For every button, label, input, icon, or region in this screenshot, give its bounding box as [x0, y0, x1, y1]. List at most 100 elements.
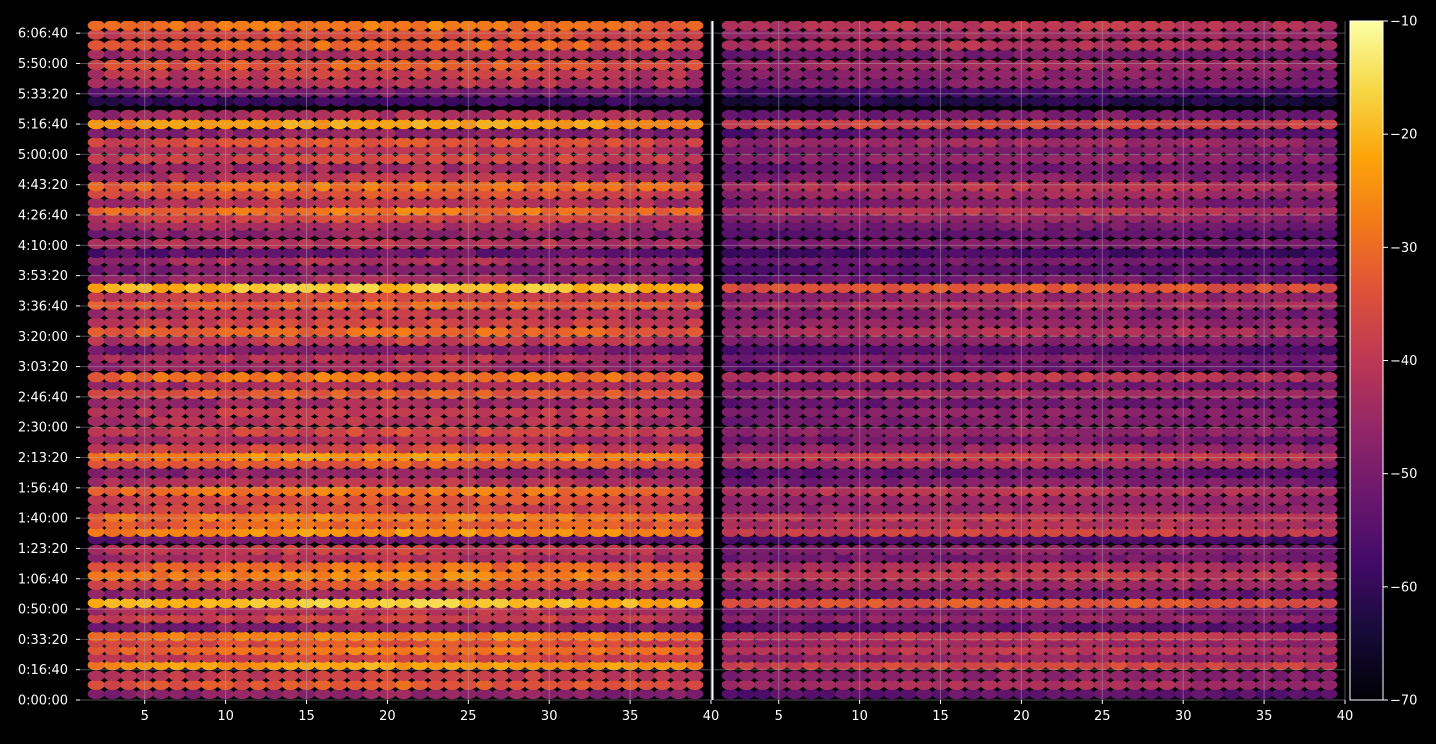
spectrogram-cell	[444, 248, 461, 258]
spectrogram-cell	[1320, 495, 1337, 505]
spectrogram-cell	[249, 427, 266, 437]
spectrogram-cell	[670, 345, 687, 355]
spectrogram-cell	[573, 96, 590, 106]
spectrogram-cell	[444, 20, 461, 30]
spectrogram-cell	[508, 443, 525, 453]
spectrogram-cell	[508, 477, 525, 487]
spectrogram-cell	[1304, 561, 1321, 571]
spectrogram-cell	[1207, 589, 1224, 599]
spectrogram-cell	[201, 631, 218, 641]
spectrogram-cell	[492, 495, 509, 505]
spectrogram-cell	[1272, 239, 1289, 249]
spectrogram-cell	[249, 580, 266, 590]
spectrogram-cell	[819, 468, 836, 478]
spectrogram-cell	[686, 292, 703, 302]
spectrogram-cell	[88, 680, 105, 690]
spectrogram-cell	[1142, 671, 1159, 681]
spectrogram-cell	[282, 443, 299, 453]
spectrogram-cell	[1272, 580, 1289, 590]
spectrogram-cell	[152, 372, 169, 382]
spectrogram-cell	[883, 317, 900, 327]
spectrogram-cell	[916, 327, 933, 337]
spectrogram-cell	[948, 327, 965, 337]
spectrogram-cell	[314, 20, 331, 30]
spectrogram-cell	[981, 477, 998, 487]
spectrogram-cell	[1191, 495, 1208, 505]
spectrogram-cell	[1223, 680, 1240, 690]
spectrogram-cell	[867, 545, 884, 555]
spectrogram-cell	[185, 389, 202, 399]
spectrogram-cell	[492, 689, 509, 699]
spectrogram-cell	[948, 495, 965, 505]
spectrogram-cell	[233, 468, 250, 478]
spectrogram-cell	[524, 416, 541, 426]
spectrogram-cell	[1272, 336, 1289, 346]
spectrogram-cell	[88, 486, 105, 496]
spectrogram-cell	[508, 336, 525, 346]
spectrogram-cell	[363, 96, 380, 106]
spectrogram-cell	[363, 561, 380, 571]
spectrogram-cell	[1239, 571, 1256, 581]
spectrogram-cell	[185, 248, 202, 258]
spectrogram-cell	[1223, 274, 1240, 284]
spectrogram-cell	[185, 336, 202, 346]
spectrogram-cell	[185, 110, 202, 120]
spectrogram-cell	[266, 407, 283, 417]
spectrogram-cell	[557, 172, 574, 182]
spectrogram-cell	[670, 580, 687, 590]
spectrogram-cell	[786, 274, 803, 284]
spectrogram-cell	[266, 504, 283, 514]
spectrogram-cell	[492, 416, 509, 426]
spectrogram-cell	[1029, 416, 1046, 426]
spectrogram-cell	[1304, 248, 1321, 258]
spectrogram-cell	[169, 495, 186, 505]
spectrogram-cell	[1078, 407, 1095, 417]
spectrogram-cell	[997, 622, 1014, 632]
spectrogram-cell	[201, 96, 218, 106]
spectrogram-cell	[395, 40, 412, 50]
spectrogram-cell	[1142, 486, 1159, 496]
spectrogram-cell	[557, 274, 574, 284]
spectrogram-cell	[1126, 561, 1143, 571]
spectrogram-cell	[1029, 495, 1046, 505]
spectrogram-cell	[233, 163, 250, 173]
spectrogram-cell	[104, 407, 121, 417]
spectrogram-cell	[1288, 336, 1305, 346]
spectrogram-cell	[573, 427, 590, 437]
spectrogram-cell	[786, 671, 803, 681]
spectrogram-cell	[1320, 398, 1337, 408]
spectrogram-cell	[1110, 495, 1127, 505]
spectrogram-cell	[411, 264, 428, 274]
spectrogram-cell	[266, 571, 283, 581]
spectrogram-cell	[524, 443, 541, 453]
spectrogram-cell	[605, 198, 622, 208]
spectrogram-cell	[169, 181, 186, 191]
spectrogram-cell	[444, 87, 461, 97]
spectrogram-cell	[411, 495, 428, 505]
spectrogram-cell	[104, 181, 121, 191]
spectrogram-cell	[754, 622, 771, 632]
spectrogram-cell	[573, 689, 590, 699]
spectrogram-cell	[605, 680, 622, 690]
spectrogram-cell	[573, 545, 590, 555]
spectrogram-cell	[867, 622, 884, 632]
spectrogram-cell	[1029, 274, 1046, 284]
spectrogram-cell	[492, 137, 509, 147]
spectrogram-cell	[605, 137, 622, 147]
spectrogram-cell	[476, 110, 493, 120]
spectrogram-cell	[476, 495, 493, 505]
spectrogram-cell	[754, 372, 771, 382]
spectrogram-cell	[185, 504, 202, 514]
spectrogram-cell	[1126, 631, 1143, 641]
spectrogram-cell	[1045, 580, 1062, 590]
spectrogram-cell	[1272, 308, 1289, 318]
spectrogram-cell	[754, 264, 771, 274]
spectrogram-cell	[266, 181, 283, 191]
spectrogram-cell	[152, 443, 169, 453]
spectrogram-cell	[1304, 336, 1321, 346]
spectrogram-cell	[185, 372, 202, 382]
spectrogram-cell	[88, 40, 105, 50]
spectrogram-cell	[169, 87, 186, 97]
spectrogram-cell	[1142, 443, 1159, 453]
